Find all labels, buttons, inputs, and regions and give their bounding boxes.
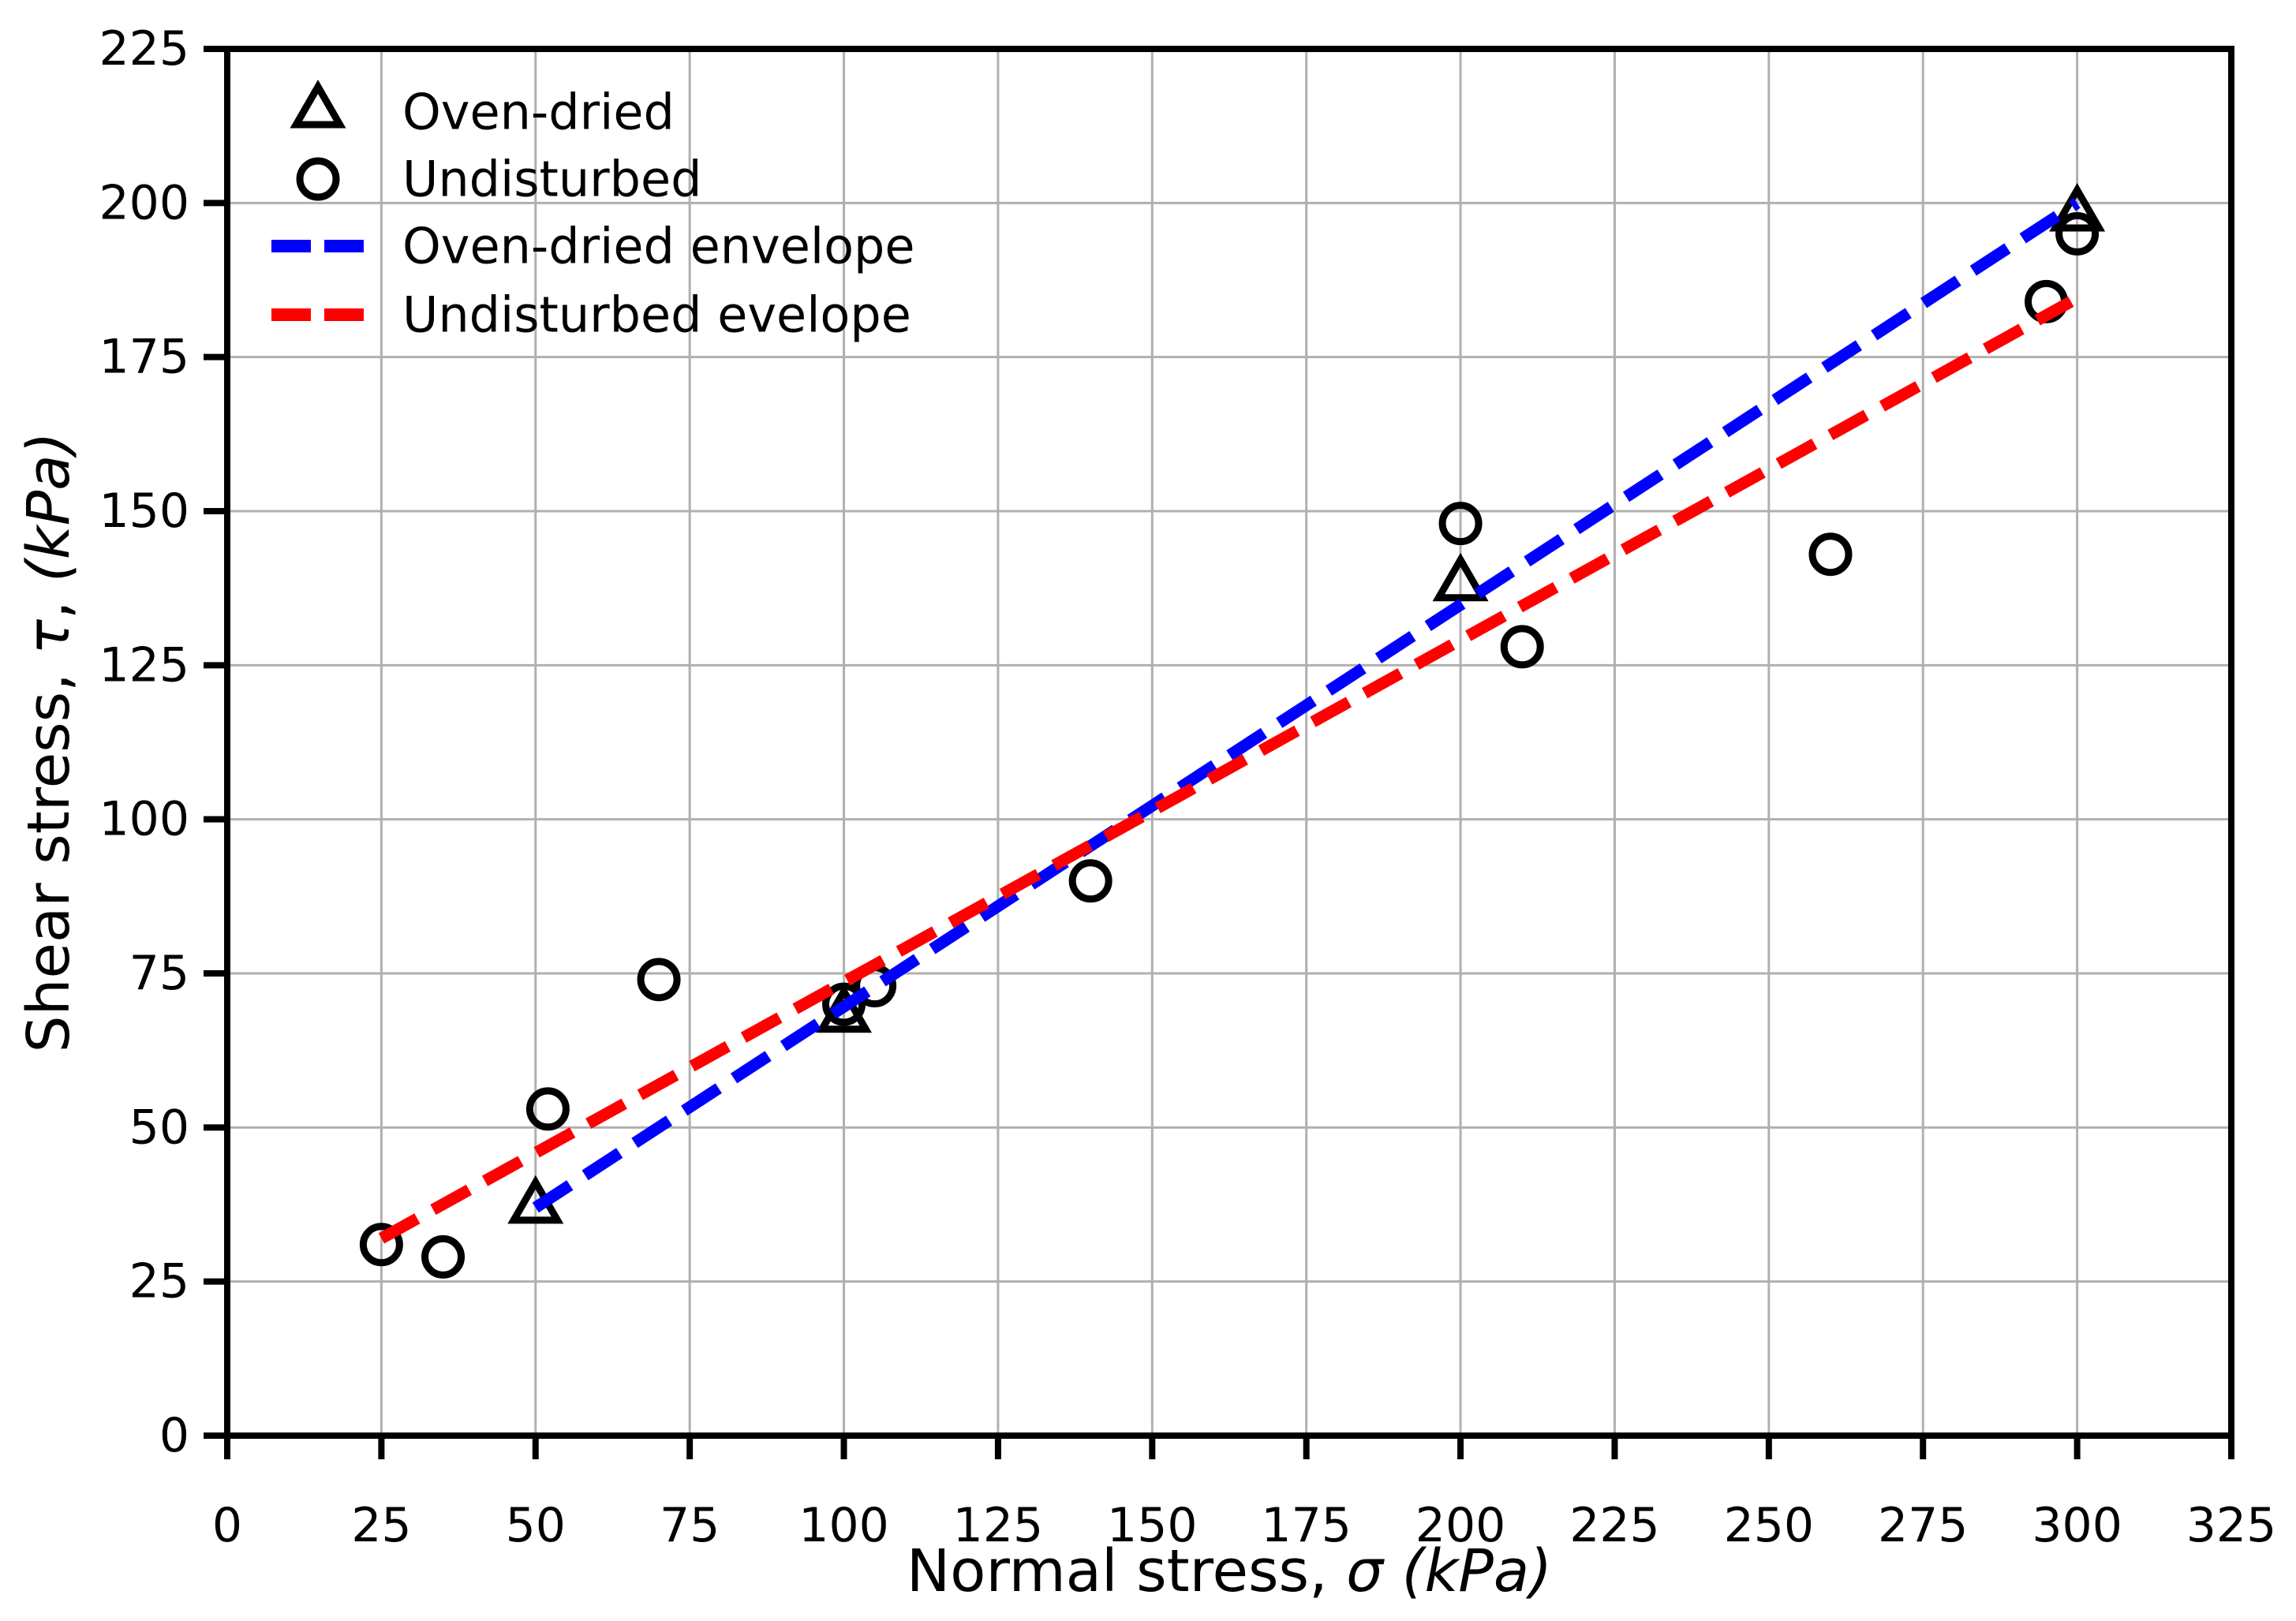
- legend-label: Undisturbed evelope: [402, 286, 911, 344]
- envelope-line-undisturbed-evelope: [378, 296, 2074, 1244]
- x-tick-label: 150: [1107, 1498, 1198, 1553]
- legend: Oven-dried Undisturbed Oven-dried envelope…: [271, 79, 915, 344]
- data-point-circle: [1068, 859, 1112, 903]
- y-tick-label: 75: [129, 946, 189, 1001]
- x-tick-label: 225: [1569, 1498, 1660, 1553]
- legend-label: Undisturbed: [402, 151, 702, 208]
- data-point-circle: [1500, 625, 1544, 669]
- x-tick-label: 200: [1415, 1498, 1506, 1553]
- x-tick-label: 125: [953, 1498, 1044, 1553]
- x-tick-label: 300: [2032, 1498, 2122, 1553]
- series-undisturbed: [359, 211, 2100, 1279]
- x-tick-label: 175: [1261, 1498, 1352, 1553]
- legend-item-undisturbed-evelope: Undisturbed evelope: [271, 286, 911, 344]
- x-tick-label: 100: [798, 1498, 889, 1553]
- x-tick-label: 25: [351, 1498, 411, 1553]
- x-tick-label: 75: [660, 1498, 720, 1553]
- x-tick-label: 325: [2186, 1498, 2277, 1553]
- legend-item-oven-dried-envelope: Oven-dried envelope: [271, 218, 915, 275]
- y-axis-label: Shear stress, τ, (kPa): [15, 432, 83, 1053]
- data-point-circle: [421, 1234, 466, 1279]
- envelope-line-oven-dried-envelope: [532, 198, 2081, 1213]
- plot-border: [224, 46, 2234, 1439]
- x-axis-label: Normal stress, σ (kPa): [907, 1537, 1552, 1605]
- legend-triangle-marker: [290, 79, 346, 129]
- y-tick-label: 25: [129, 1254, 189, 1309]
- data-point-triangle: [2049, 182, 2106, 232]
- legend-label: Oven-dried envelope: [402, 218, 915, 275]
- data-point-circle: [637, 958, 681, 1002]
- legend-label: Oven-dried: [402, 84, 675, 141]
- x-tick-label: 0: [212, 1498, 242, 1553]
- data-point-circle: [1438, 502, 1483, 546]
- data-layer: [359, 182, 2106, 1279]
- legend-item-undisturbed: Undisturbed: [296, 151, 702, 208]
- data-point-circle: [2055, 211, 2100, 256]
- y-tick-label: 100: [99, 792, 189, 847]
- data-point-triangle: [1432, 552, 1489, 602]
- x-tick-label: 275: [1878, 1498, 1969, 1553]
- data-point-circle: [822, 982, 866, 1026]
- y-tick-label: 50: [129, 1100, 189, 1155]
- x-tick-label: 50: [506, 1498, 566, 1553]
- y-tick-label: 225: [99, 21, 189, 77]
- data-point-circle: [525, 1087, 570, 1131]
- axis-ticks: 0 25 50 75 100 125 150 175 200 225 250 275 300 325 0 25…: [99, 21, 2276, 1553]
- y-tick-label: 125: [99, 637, 189, 693]
- data-point-circle: [359, 1223, 403, 1267]
- y-tick-label: 175: [99, 330, 189, 385]
- legend-item-oven-dried: Oven-dried: [290, 79, 675, 141]
- legend-circle-marker: [296, 157, 340, 201]
- y-tick-label: 150: [99, 484, 189, 539]
- y-tick-label: 200: [99, 175, 189, 230]
- y-tick-label: 0: [159, 1408, 189, 1463]
- data-point-circle: [1808, 532, 1853, 577]
- x-tick-label: 250: [1724, 1498, 1815, 1553]
